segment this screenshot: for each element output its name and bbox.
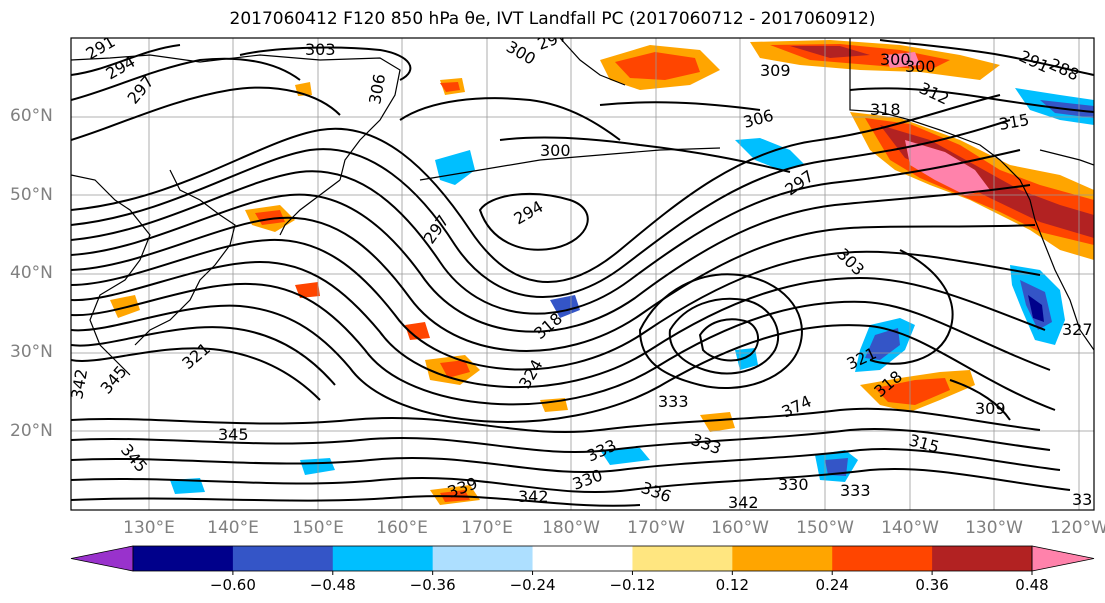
colorbar-outline	[132, 545, 1033, 572]
colorbar-tick-label: −0.12	[609, 576, 655, 594]
contour-label: 309	[760, 61, 791, 80]
colorbar-cell	[332, 546, 434, 571]
contour-label: 327	[1062, 320, 1093, 339]
contour-label: 300	[880, 50, 911, 69]
contour-label: 300	[540, 141, 571, 160]
lon-label: 180°W	[542, 518, 600, 538]
map-area: 291 294 297 303 306 300 297 300 306 294 …	[67, 38, 1103, 512]
contour-label: 333	[658, 392, 689, 411]
colorbar-cell	[632, 546, 733, 571]
contour-label: 318	[870, 100, 901, 119]
shaded-anomaly-patches	[110, 40, 1094, 505]
colorbar-cell	[932, 546, 1033, 571]
lat-label: 30°N	[10, 342, 53, 362]
colorbar-tick-label: 0.36	[915, 576, 948, 594]
contour-label: 342	[728, 493, 759, 512]
colorbar-tick-label: 0.24	[816, 576, 849, 594]
colorbar-tick-label: −0.24	[510, 576, 556, 594]
lon-label: 150°E	[292, 518, 344, 538]
colorbar-cell	[832, 546, 933, 571]
lat-label: 50°N	[10, 185, 53, 205]
colorbar-cell	[133, 546, 234, 571]
theta-e-contours	[71, 39, 1094, 507]
lon-label: 130°W	[965, 518, 1023, 538]
contour-label: 330	[778, 475, 809, 494]
contour-label: 345	[218, 425, 249, 444]
contour-label: 342	[67, 367, 91, 400]
contour-label: 300	[905, 57, 936, 76]
colorbar-extend-high	[1031, 545, 1095, 572]
contour-label: 330	[1072, 490, 1103, 509]
contour-label: 303	[305, 40, 336, 59]
colorbar-cell	[732, 546, 833, 571]
map-frame	[70, 37, 1095, 511]
colorbar-tick-label: −0.60	[210, 576, 256, 594]
lon-label: 160°W	[711, 518, 769, 538]
lat-label: 60°N	[10, 106, 53, 126]
colorbar-tick-label: 0.12	[716, 576, 749, 594]
colorbar-tick-label: −0.48	[310, 576, 356, 594]
lon-label: 150°W	[796, 518, 854, 538]
lat-label: 40°N	[10, 263, 53, 283]
colorbar-cell	[532, 546, 633, 571]
coastlines	[71, 38, 1094, 376]
colorbar-extend-low	[70, 545, 134, 572]
colorbar-tick-label: −0.36	[410, 576, 456, 594]
lat-label: 20°N	[10, 421, 53, 441]
figure-title: 2017060412 F120 850 hPa θe, IVT Landfall…	[229, 9, 876, 29]
lon-label: 130°E	[123, 518, 175, 538]
lon-label: 120°W	[1050, 518, 1105, 538]
lon-label: 140°E	[207, 518, 259, 538]
lon-label: 160°E	[376, 518, 428, 538]
contour-label: 333	[840, 481, 871, 500]
lon-label: 170°W	[627, 518, 685, 538]
contour-label: 309	[975, 399, 1006, 418]
colorbar: −0.60 −0.48 −0.36 −0.24 −0.12 0.12 0.24 0.36 0.4…	[70, 545, 1095, 594]
contour-label: 342	[518, 487, 549, 506]
lon-label: 140°W	[881, 518, 939, 538]
lon-label: 170°E	[461, 518, 513, 538]
colorbar-cell	[432, 546, 534, 571]
colorbar-cell	[232, 546, 334, 571]
colorbar-tick-label: 0.48	[1015, 576, 1048, 594]
